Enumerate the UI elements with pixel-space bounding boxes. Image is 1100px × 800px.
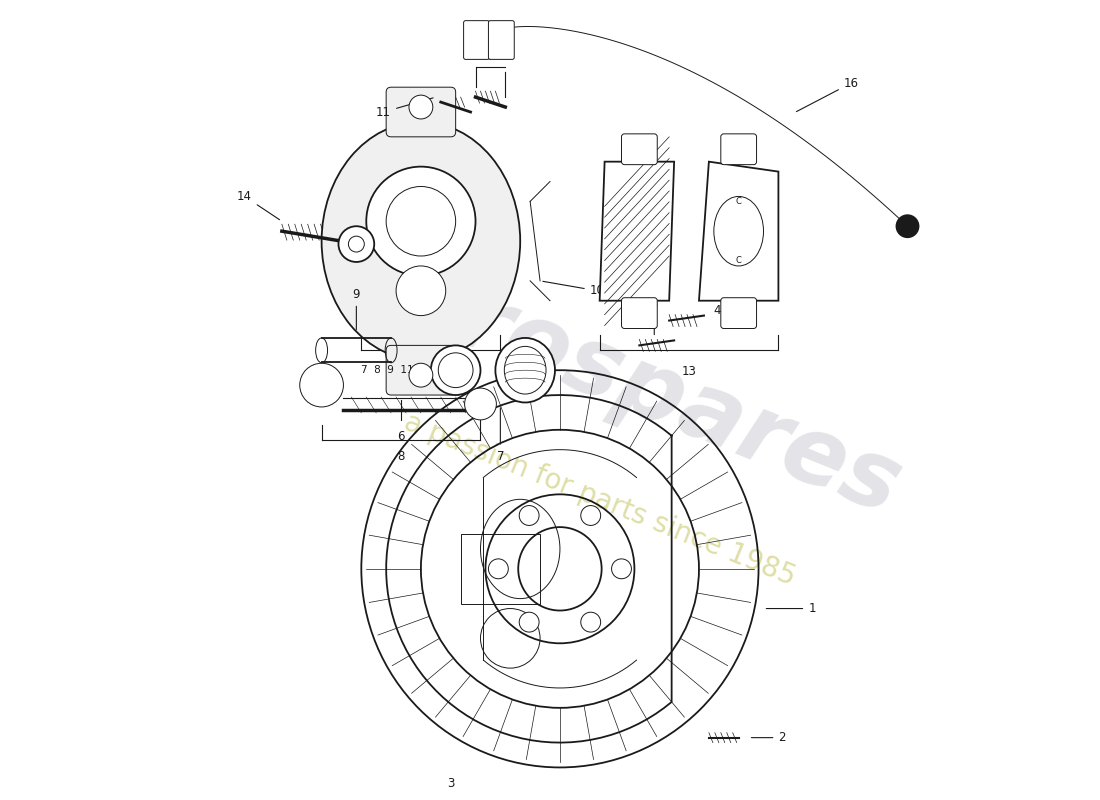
Text: 11: 11 [376,98,433,118]
Text: 7  8  9  11: 7 8 9 11 [361,366,414,375]
FancyBboxPatch shape [488,21,515,59]
Text: 3: 3 [447,778,454,790]
Ellipse shape [321,122,520,360]
Text: 2: 2 [751,731,785,744]
Ellipse shape [431,346,481,395]
Text: 5: 5 [650,298,658,334]
Text: C: C [736,197,741,206]
Circle shape [464,388,496,420]
Circle shape [299,363,343,407]
Text: 4: 4 [714,304,722,317]
Text: 10: 10 [542,282,605,298]
Polygon shape [600,162,674,301]
Text: 14: 14 [238,190,279,220]
Circle shape [519,506,539,526]
Text: 6: 6 [397,430,405,442]
Circle shape [612,559,631,578]
FancyBboxPatch shape [720,298,757,329]
Circle shape [339,226,374,262]
FancyBboxPatch shape [621,134,658,165]
Polygon shape [698,162,779,301]
Text: 12: 12 [483,25,498,59]
Ellipse shape [495,338,556,402]
Text: 8: 8 [397,450,405,462]
FancyBboxPatch shape [386,87,455,137]
FancyBboxPatch shape [621,298,658,329]
Circle shape [409,95,432,119]
Circle shape [366,166,475,276]
FancyBboxPatch shape [463,21,490,59]
Text: a passion for parts since 1985: a passion for parts since 1985 [400,408,800,591]
Circle shape [895,214,920,238]
FancyBboxPatch shape [386,346,455,395]
Circle shape [519,612,539,632]
Text: 13: 13 [682,366,696,378]
Circle shape [488,559,508,578]
Text: eurospares: eurospares [326,226,914,534]
Text: C: C [736,257,741,266]
Text: 9: 9 [353,288,360,330]
Text: 16: 16 [796,77,859,111]
Circle shape [581,612,601,632]
Text: 7: 7 [496,408,504,462]
Circle shape [396,266,446,315]
FancyBboxPatch shape [720,134,757,165]
Text: 15: 15 [378,208,411,233]
Text: 1: 1 [767,602,816,615]
Circle shape [409,363,432,387]
Circle shape [581,506,601,526]
